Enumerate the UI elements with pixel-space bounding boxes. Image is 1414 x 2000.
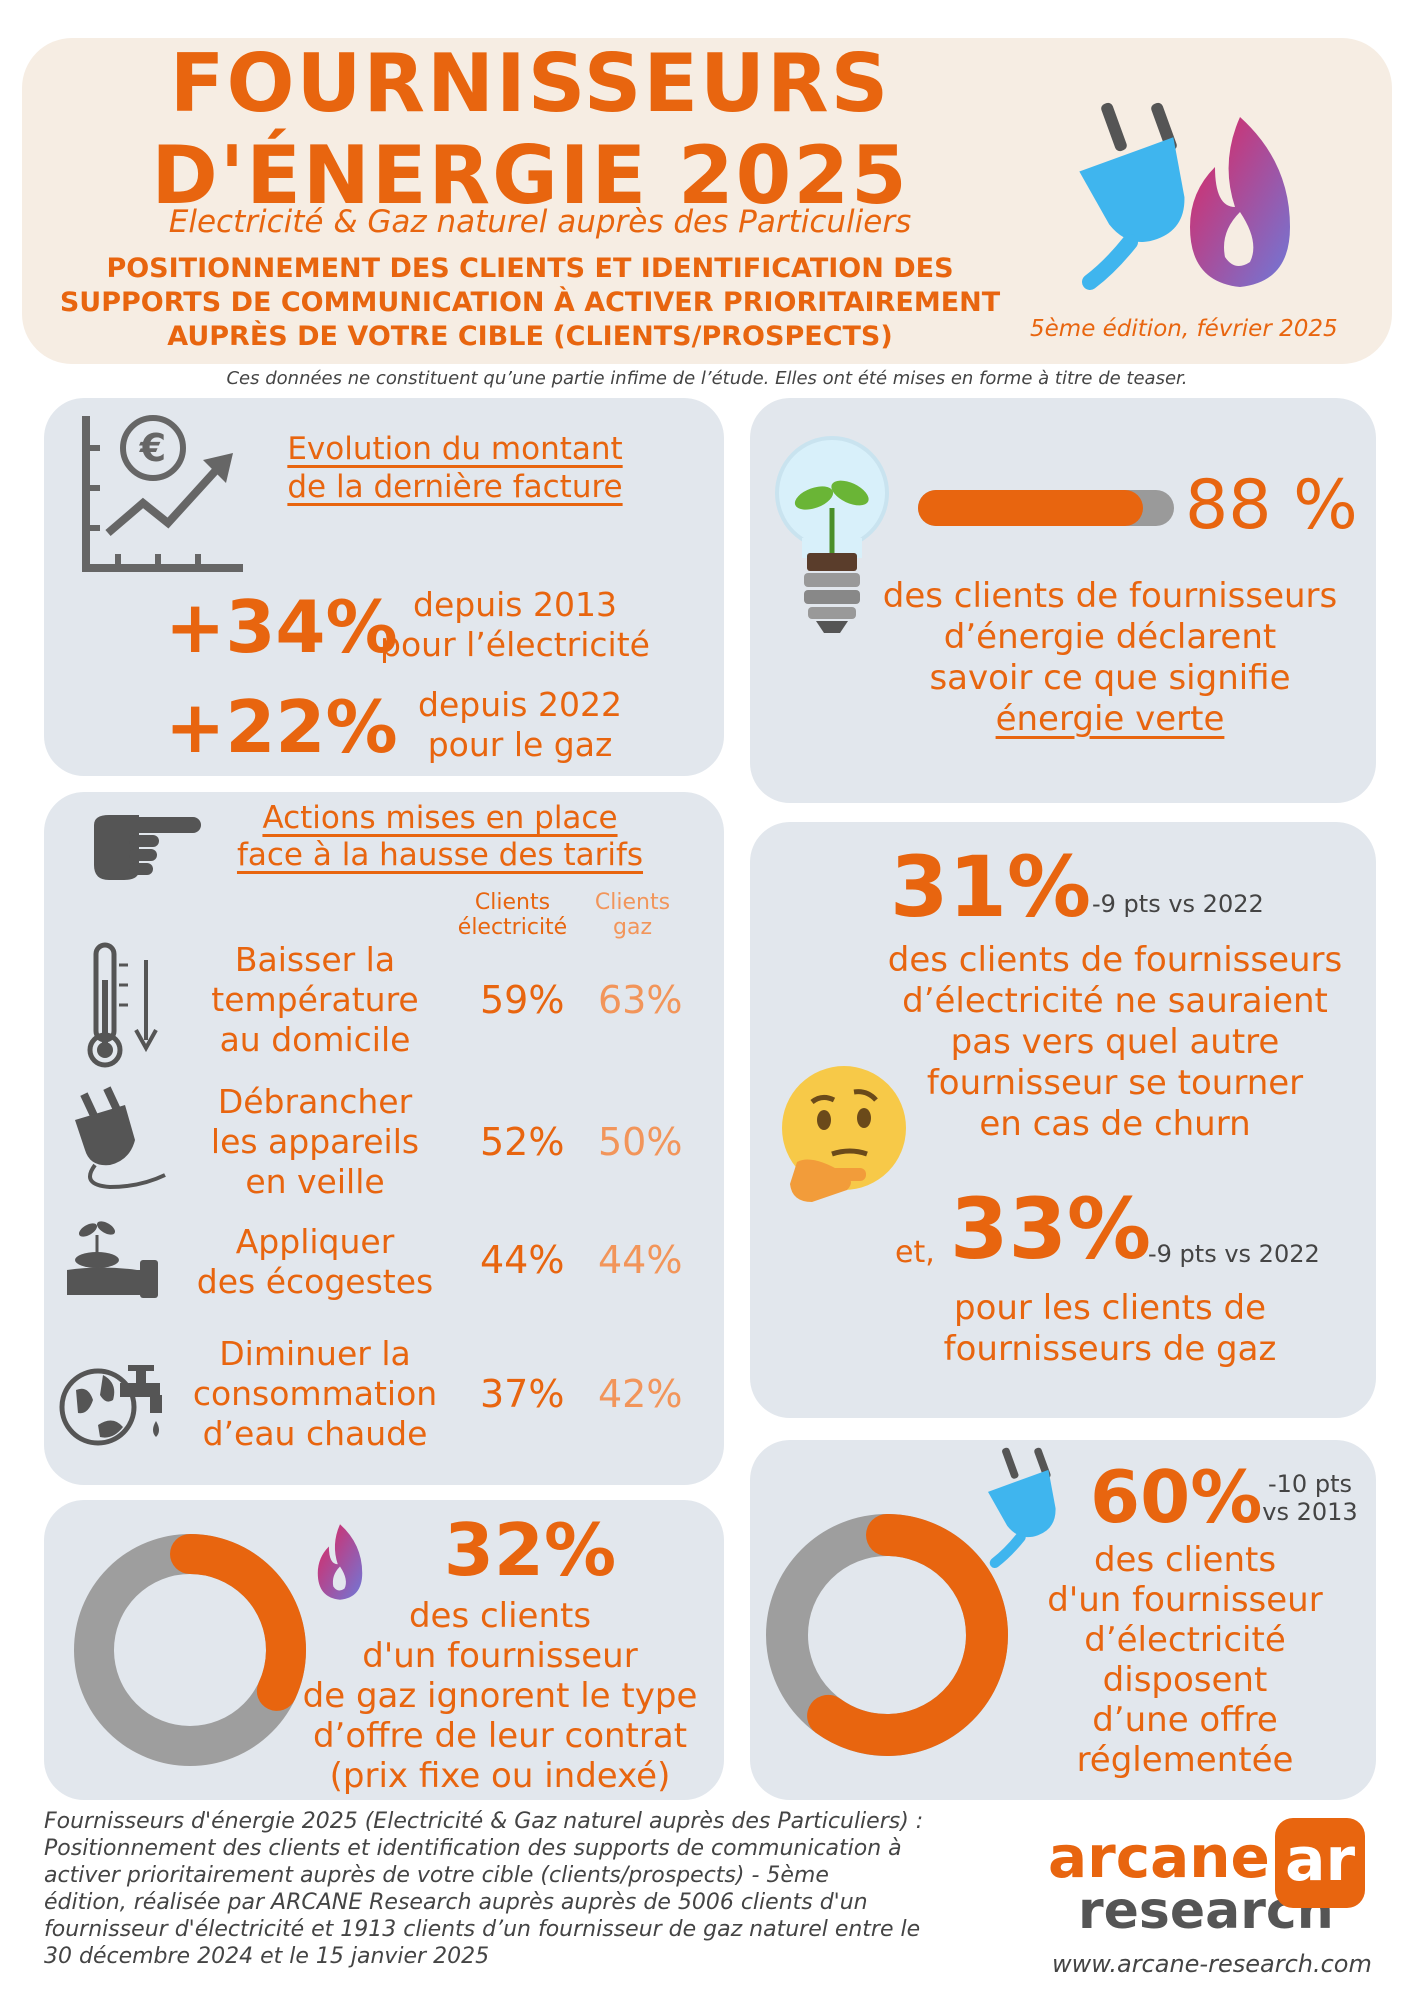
regulated-donut-arc — [766, 1514, 1008, 1756]
gaz-contract-value: 32% — [443, 1508, 617, 1592]
gaz-donut-arc — [74, 1534, 306, 1766]
regulated-delta: -10 pts vs 2013 — [1262, 1470, 1358, 1526]
regulated-description: des clients d'un fournisseur d’électrici… — [1047, 1540, 1323, 1780]
logo-mark: ar — [1275, 1818, 1365, 1908]
logo-word-arcane: arcane — [1048, 1823, 1270, 1891]
churn-and-label: et, — [895, 1235, 935, 1270]
action-row-3-elec: 44% — [480, 1238, 565, 1282]
hand-plant-icon — [62, 1210, 162, 1300]
unplug-icon — [60, 1085, 170, 1195]
churn-description-2: pour les clients de fournisseurs de gaz — [943, 1288, 1277, 1369]
subtitle: Electricité & Gaz naturel auprès des Par… — [168, 204, 912, 240]
plug-icon — [1070, 92, 1210, 292]
title-line-2: D'ÉNERGIE 2025 — [151, 129, 909, 222]
action-row-1-elec: 59% — [480, 978, 565, 1022]
disclaimer: Ces données ne constituent qu’une partie… — [226, 368, 1188, 389]
footer-source: Fournisseurs d'énergie 2025 (Electricité… — [44, 1809, 924, 1969]
churn-delta: -9 pts vs 2022 — [1092, 890, 1264, 918]
euro-chart-icon: € — [78, 408, 248, 578]
facture-elec-label: depuis 2013 pour l’électricité — [380, 585, 650, 664]
thinking-face-icon — [772, 1062, 912, 1212]
gaz-flame-icon — [310, 1522, 370, 1602]
website-link[interactable]: www.arcane-research.com — [1052, 1950, 1372, 1978]
action-row-2-elec: 52% — [480, 1120, 565, 1164]
water-tap-globe-icon — [58, 1355, 178, 1455]
facture-gaz-label: depuis 2022 pour le gaz — [418, 685, 622, 764]
action-row-3-gaz: 44% — [598, 1238, 683, 1282]
pointing-hand-icon — [84, 805, 204, 885]
green-value: 88 % — [1185, 466, 1358, 545]
header-description: POSITIONNEMENT DES CLIENTS ET IDENTIFICA… — [59, 253, 1001, 352]
churn-value: 31% — [890, 838, 1092, 936]
facture-title: Evolution du montant de la dernière fact… — [287, 431, 623, 505]
action-row-4-elec: 37% — [480, 1372, 565, 1416]
edition-label: 5ème édition, février 2025 — [1030, 316, 1338, 342]
card-actions — [44, 792, 724, 1485]
gaz-contract-description: des clients d'un fournisseur de gaz igno… — [302, 1596, 698, 1796]
facture-elec-value: +34% — [165, 585, 398, 669]
card-facture — [44, 398, 724, 776]
page-title: FOURNISSEURS D'ÉNERGIE 2025 — [60, 38, 1000, 222]
regulated-value: 60% — [1090, 1455, 1263, 1539]
actions-title: Actions mises en place face à la hausse … — [236, 800, 644, 873]
action-row-2-gaz: 50% — [598, 1120, 683, 1164]
electric-plug-icon — [982, 1440, 1072, 1570]
facture-gaz-value: +22% — [165, 685, 398, 769]
green-progress-fill — [918, 490, 1144, 526]
lightbulb-plant-icon — [772, 428, 892, 638]
churn-value-2: 33% — [950, 1180, 1152, 1278]
action-row-1-label: Baisser la température au domicile — [211, 940, 419, 1059]
flame-icon — [1180, 112, 1300, 292]
green-progress-track — [918, 490, 1174, 526]
gaz-contract-donut — [70, 1530, 310, 1770]
regulated-donut — [762, 1510, 1012, 1760]
green-description: des clients de fournisseurs d’énergie dé… — [882, 576, 1338, 739]
action-row-4-gaz: 42% — [598, 1372, 683, 1416]
action-row-1-gaz: 63% — [598, 978, 683, 1022]
col-header-gaz: Clients gaz — [594, 890, 671, 940]
svg-text:€: € — [139, 426, 166, 470]
churn-delta-2: -9 pts vs 2022 — [1148, 1240, 1320, 1268]
action-row-2-label: Débrancher les appareils en veille — [210, 1082, 420, 1201]
col-header-elec: Clients électricité — [457, 890, 568, 940]
action-row-3-label: Appliquer des écogestes — [196, 1222, 434, 1301]
action-row-4-label: Diminuer la consommation d’eau chaude — [192, 1334, 438, 1453]
title-line-1: FOURNISSEURS — [169, 37, 891, 130]
thermometer-icon — [84, 940, 164, 1070]
churn-description: des clients de fournisseurs d’électricit… — [887, 940, 1343, 1144]
